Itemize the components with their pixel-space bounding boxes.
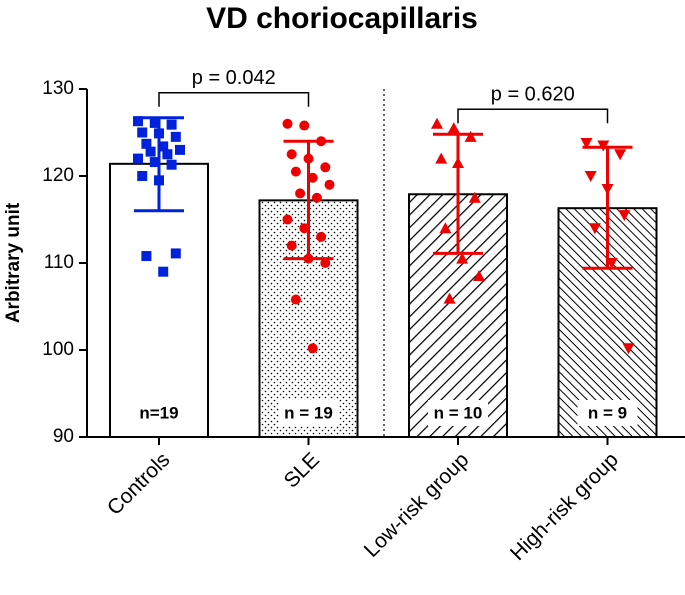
data-point <box>175 144 185 155</box>
n-label-box <box>278 400 339 426</box>
x-tick-label: SLE <box>280 448 324 492</box>
data-point <box>145 146 156 157</box>
data-point <box>618 210 631 222</box>
data-point <box>584 171 597 182</box>
n-label-box <box>129 400 189 426</box>
data-point <box>149 157 160 168</box>
data-point <box>166 159 177 170</box>
data-point <box>137 171 148 181</box>
x-tick-label: High-risk group <box>506 448 623 565</box>
data-point <box>614 149 627 161</box>
data-point <box>166 119 177 130</box>
comparison-label: p = 0.620 <box>491 84 575 106</box>
data-point <box>316 231 327 242</box>
data-point <box>447 122 460 134</box>
n-label-box <box>428 400 488 426</box>
n-label: n = 10 <box>434 403 483 422</box>
data-point <box>286 149 297 160</box>
data-point <box>431 117 443 129</box>
data-point <box>320 162 331 173</box>
data-point <box>299 120 310 131</box>
data-point <box>286 240 297 251</box>
data-point <box>439 222 452 234</box>
data-point <box>622 343 635 355</box>
data-point <box>158 266 169 277</box>
data-point <box>133 153 143 164</box>
y-tick-label: 100 <box>42 339 74 360</box>
data-point <box>158 141 169 152</box>
data-point <box>141 138 152 149</box>
x-tick-label: Low-risk group <box>360 448 474 562</box>
data-point <box>295 188 306 199</box>
data-point <box>588 223 601 235</box>
data-point <box>473 270 485 282</box>
y-tick-label: 90 <box>53 426 74 447</box>
data-point <box>170 248 181 259</box>
n-label: n = 9 <box>588 403 627 422</box>
data-point <box>170 131 181 142</box>
comparison-label: p = 0.042 <box>192 67 276 89</box>
chart-title: VD choriocapillaris <box>206 2 478 35</box>
y-tick-label: 130 <box>42 78 74 99</box>
data-point <box>311 192 322 203</box>
data-point <box>456 252 469 264</box>
data-point <box>299 223 310 234</box>
n-label-box <box>577 400 638 426</box>
comparison-bracket <box>158 91 310 107</box>
n-label: n=19 <box>139 403 178 422</box>
y-axis-label: Arbitrary unit <box>3 202 24 323</box>
data-point <box>162 149 173 160</box>
data-point <box>468 191 481 203</box>
n-label: n = 19 <box>284 403 333 422</box>
data-point <box>141 251 152 262</box>
data-point <box>149 117 160 128</box>
y-tick-label: 110 <box>44 252 74 273</box>
data-point <box>133 116 143 127</box>
data-point <box>443 292 456 304</box>
data-point <box>137 127 148 138</box>
data-point <box>282 214 293 225</box>
data-point <box>464 130 477 142</box>
data-point <box>282 118 293 129</box>
comparison-bracket <box>457 108 609 124</box>
data-point <box>580 137 593 149</box>
data-point <box>320 258 331 268</box>
data-point <box>307 172 318 183</box>
y-tick-label: 120 <box>42 165 74 186</box>
data-point <box>435 152 448 164</box>
data-point <box>307 343 318 354</box>
data-point <box>290 166 301 177</box>
x-tick-label: Controls <box>103 448 175 520</box>
data-point <box>324 179 335 190</box>
data-point <box>290 294 301 305</box>
